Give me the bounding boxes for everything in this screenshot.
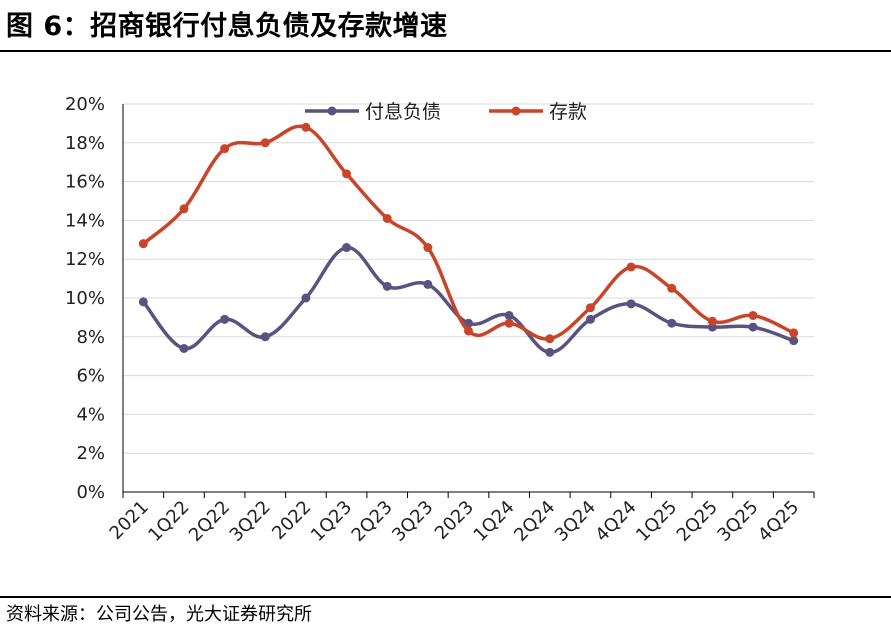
data-point	[464, 326, 473, 336]
data-point	[301, 122, 311, 132]
x-tick-label: 1Q24	[470, 497, 519, 546]
source-note: 资料来源：公司公告，光大证券研究所	[6, 604, 312, 625]
data-point	[748, 322, 758, 332]
x-tick-label: 1Q23	[307, 497, 356, 546]
x-tick-label: 2023	[431, 497, 478, 544]
data-point	[260, 138, 270, 148]
data-point	[545, 347, 555, 357]
legend: 付息负债 存款	[305, 101, 587, 123]
source-rule	[0, 596, 891, 598]
data-point	[138, 297, 148, 307]
legend-label: 付息负债	[365, 101, 441, 123]
title-rule	[0, 50, 891, 52]
data-point	[423, 279, 433, 289]
data-point	[382, 281, 392, 291]
x-axis	[122, 104, 815, 498]
y-tick-label: 16%	[65, 172, 105, 193]
data-point	[138, 239, 148, 249]
data-point	[342, 243, 352, 253]
y-tick-label: 6%	[76, 366, 105, 387]
data-point	[342, 169, 352, 179]
data-point	[748, 310, 758, 320]
y-axis-ticks: 0% 2% 4% 6% 8% 10% 12% 14% 16% 18% 20%	[65, 94, 105, 503]
data-point	[626, 299, 636, 309]
x-tick-label: 3Q25	[713, 497, 762, 546]
data-point	[301, 293, 311, 303]
series-lines	[138, 122, 799, 357]
x-tick-label: 3Q24	[551, 497, 600, 546]
data-point	[179, 204, 189, 214]
line-chart: 0%2%4%6%8%10%12%14%16%18%20% 20211Q222Q2…	[65, 94, 815, 546]
y-tick-label: 10%	[65, 288, 105, 309]
data-point	[789, 336, 799, 346]
y-tick-label: 0%	[76, 482, 105, 503]
x-tick-label: 3Q22	[226, 497, 275, 546]
data-point	[423, 243, 433, 253]
data-point	[382, 213, 392, 223]
grid-lines	[123, 103, 814, 454]
y-tick-label: 14%	[65, 210, 105, 231]
x-tick-label: 4Q25	[754, 497, 803, 546]
data-point	[220, 314, 230, 324]
figure-title: 图 6：招商银行付息负债及存款增速	[6, 11, 448, 42]
x-tick-label: 2Q25	[673, 497, 722, 546]
x-axis-labels: 20211Q222Q223Q2220221Q232Q233Q2320231Q24…	[106, 497, 804, 546]
series-line-2	[141, 124, 796, 341]
x-tick-label: 3Q23	[388, 497, 437, 546]
data-point	[626, 262, 636, 272]
x-tick-label: 2022	[268, 497, 315, 544]
data-point	[789, 328, 799, 338]
data-point	[545, 334, 555, 344]
data-point	[464, 318, 473, 328]
x-tick-label: 2021	[106, 497, 153, 544]
x-tick-label: 1Q25	[632, 497, 681, 546]
x-tick-label: 2Q23	[348, 497, 397, 546]
data-point	[667, 318, 677, 328]
x-tick-label: 4Q24	[591, 497, 640, 546]
data-point	[179, 343, 189, 353]
x-tick-label: 2Q24	[510, 497, 559, 546]
data-point	[667, 283, 677, 293]
y-tick-label: 12%	[65, 249, 105, 270]
data-point	[220, 144, 230, 154]
data-point	[504, 310, 514, 320]
legend-swatch-marker	[511, 106, 521, 116]
data-point	[585, 314, 595, 324]
legend-swatch-marker	[327, 106, 337, 116]
x-tick-label: 1Q22	[144, 497, 193, 546]
y-tick-label: 20%	[65, 94, 105, 115]
y-tick-label: 4%	[76, 404, 105, 425]
y-tick-label: 18%	[65, 133, 105, 154]
data-point	[260, 332, 270, 342]
y-tick-label: 2%	[76, 443, 105, 464]
data-point	[707, 316, 717, 326]
legend-label: 存款	[549, 101, 587, 123]
y-tick-label: 8%	[76, 327, 105, 348]
data-point	[504, 318, 514, 328]
data-point	[585, 303, 595, 313]
x-tick-label: 2Q22	[185, 497, 234, 546]
